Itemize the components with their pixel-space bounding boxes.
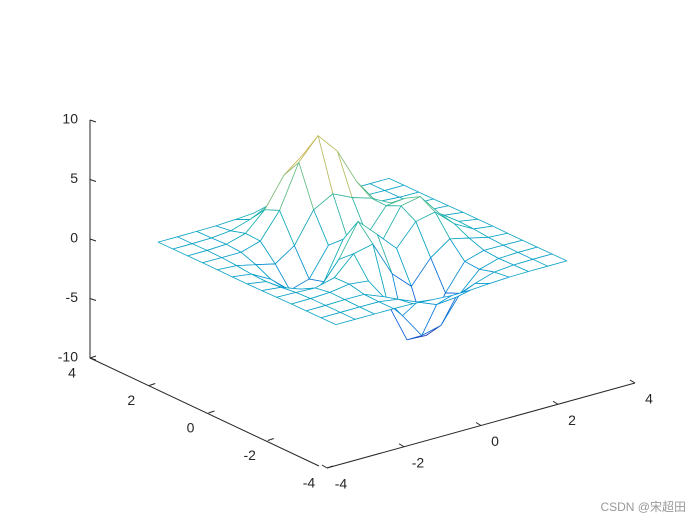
x-tick-label: 4 — [645, 391, 653, 407]
z-tick — [89, 119, 97, 123]
z-tick — [89, 238, 97, 242]
y-tick-label: 4 — [68, 365, 76, 381]
x-tick-label: -2 — [412, 454, 425, 470]
y-tick — [149, 383, 156, 386]
y-tick — [326, 465, 334, 469]
z-tick — [89, 357, 97, 361]
z-tick-label: 10 — [62, 111, 78, 127]
z-tick-label: -5 — [66, 289, 79, 305]
x-tick-label: 0 — [491, 433, 499, 449]
mesh-cell — [320, 312, 356, 326]
x-tick — [475, 422, 482, 426]
y-tick-label: 2 — [127, 392, 135, 408]
y-tick-label: 0 — [187, 420, 195, 436]
z-tick-label: 0 — [70, 230, 78, 246]
y-tick — [89, 355, 97, 359]
y-axis — [89, 357, 320, 467]
x-tick-label: 2 — [568, 412, 576, 428]
y-tick-label: -2 — [244, 447, 257, 463]
x-tick-label: -4 — [335, 476, 348, 492]
y-tick-label: -4 — [303, 475, 316, 491]
z-tick — [89, 298, 97, 301]
x-tick — [321, 464, 328, 469]
x-tick — [398, 443, 405, 448]
z-tick-label: -10 — [58, 349, 78, 365]
z-tick-label: 5 — [70, 170, 78, 186]
watermark: CSDN @宋超田 — [600, 499, 686, 514]
z-tick — [89, 179, 97, 182]
x-tick — [552, 400, 559, 405]
y-tick — [208, 410, 215, 414]
x-tick — [629, 379, 636, 384]
y-tick — [267, 438, 274, 441]
